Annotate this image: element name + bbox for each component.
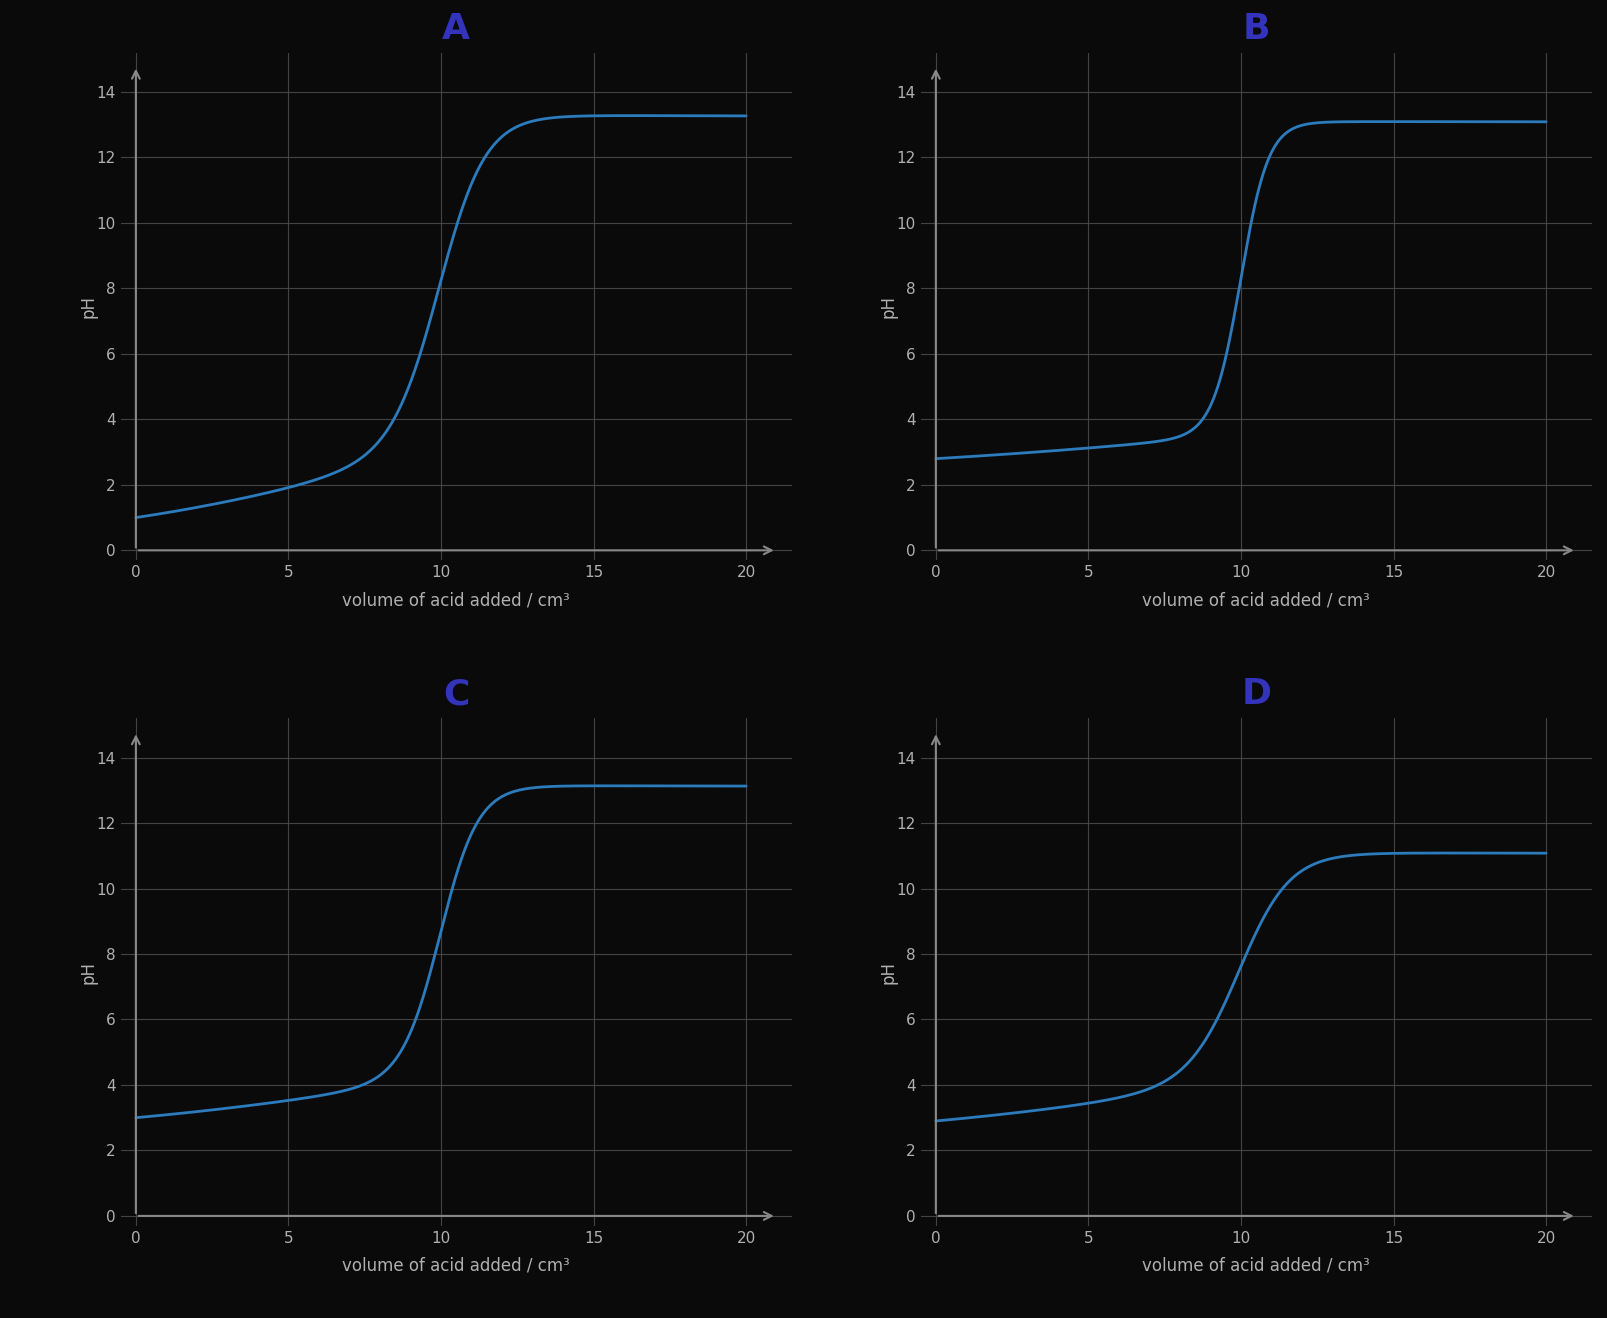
X-axis label: volume of acid added / cm³: volume of acid added / cm³ bbox=[1141, 590, 1369, 609]
Y-axis label: pH: pH bbox=[879, 961, 897, 983]
Title: B: B bbox=[1242, 12, 1270, 46]
X-axis label: volume of acid added / cm³: volume of acid added / cm³ bbox=[1141, 1256, 1369, 1275]
X-axis label: volume of acid added / cm³: volume of acid added / cm³ bbox=[342, 590, 570, 609]
X-axis label: volume of acid added / cm³: volume of acid added / cm³ bbox=[342, 1256, 570, 1275]
Y-axis label: pH: pH bbox=[79, 961, 96, 983]
Title: A: A bbox=[442, 12, 469, 46]
Title: D: D bbox=[1241, 677, 1271, 712]
Title: C: C bbox=[444, 677, 469, 712]
Y-axis label: pH: pH bbox=[879, 295, 897, 318]
Y-axis label: pH: pH bbox=[79, 295, 96, 318]
